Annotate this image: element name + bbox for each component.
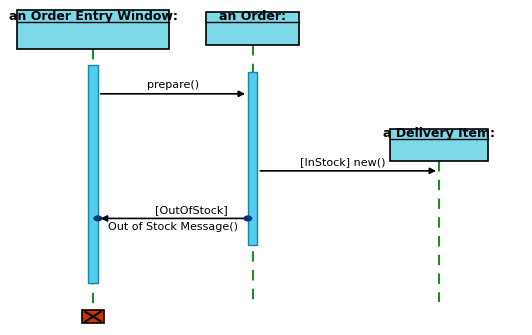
- Text: an Order:: an Order:: [219, 10, 286, 23]
- Bar: [248, 72, 257, 245]
- Text: prepare(): prepare(): [147, 80, 199, 90]
- Circle shape: [94, 216, 102, 221]
- Bar: [389, 129, 488, 161]
- Bar: [82, 310, 104, 323]
- Text: an Order Entry Window:: an Order Entry Window:: [9, 9, 178, 22]
- Bar: [17, 10, 169, 49]
- Bar: [88, 65, 98, 283]
- Text: [InStock] new(): [InStock] new(): [301, 157, 386, 167]
- Text: a Delivery Item:: a Delivery Item:: [383, 127, 495, 140]
- Text: [OutOfStock]: [OutOfStock]: [155, 205, 228, 215]
- Circle shape: [244, 216, 252, 221]
- Text: Out of Stock Message(): Out of Stock Message(): [108, 222, 238, 232]
- Bar: [206, 12, 299, 45]
